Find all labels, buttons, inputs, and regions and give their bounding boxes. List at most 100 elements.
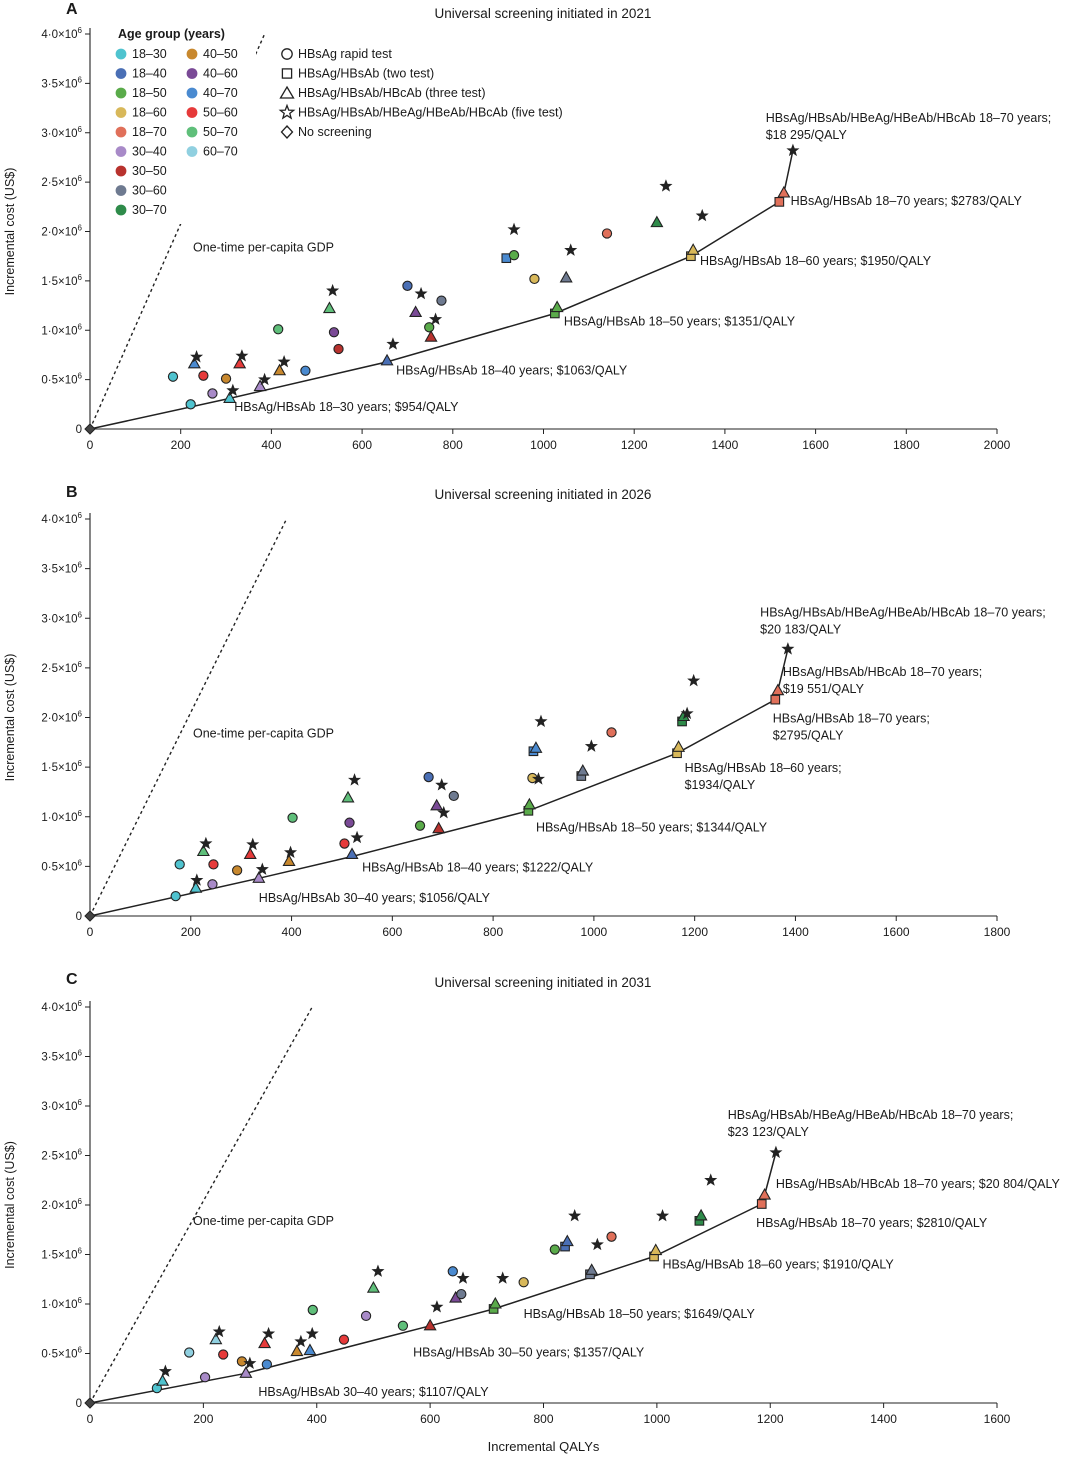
- data-point-triangle: [187, 356, 201, 369]
- x-tick-label: 200: [193, 1412, 213, 1426]
- data-point-circle: [207, 879, 218, 890]
- legend-test-label: HBsAg/HBsAb/HBeAg/HBeAb/HBcAb (five test…: [298, 106, 563, 120]
- data-point-triangle: [282, 854, 296, 866]
- data-point-circle: [606, 1231, 617, 1242]
- legend-test-label: No screening: [298, 125, 372, 139]
- data-point-circle: [261, 1359, 273, 1370]
- x-tick-label: 1000: [581, 925, 608, 939]
- panel-letter: C: [66, 971, 78, 988]
- data-point-circle: [170, 891, 181, 902]
- x-tick-label: 800: [483, 925, 503, 939]
- y-tick-label: 3·0×106: [41, 1098, 82, 1113]
- data-point-star: [496, 1271, 510, 1284]
- frontier-annotation: HBsAg/HBsAb 18–50 years; $1351/QALY: [564, 314, 796, 328]
- data-point-circle: [529, 273, 540, 285]
- y-tick-label: 0·5×106: [41, 1346, 82, 1361]
- data-point-star: [507, 222, 521, 236]
- data-point-circle: [218, 1349, 229, 1360]
- legend-age-swatch: [115, 126, 127, 138]
- legend-age-swatch: [186, 126, 198, 138]
- data-point-circle: [328, 327, 340, 338]
- y-tick-label: 2·5×106: [41, 660, 82, 675]
- data-point-triangle: [243, 847, 257, 860]
- legend-age-swatch: [115, 107, 127, 118]
- data-point-square: [774, 197, 785, 207]
- data-point-star: [305, 1326, 319, 1340]
- y-tick-label: 1·5×106: [41, 759, 82, 774]
- data-point-circle: [456, 1288, 467, 1300]
- data-point-circle: [601, 228, 613, 239]
- y-axis-label: Incremental cost (US$): [3, 168, 17, 296]
- data-point-star: [258, 372, 272, 386]
- data-point-triangle: [290, 1344, 304, 1357]
- data-point-triangle: [196, 844, 210, 857]
- legend-age-label: 30–60: [132, 184, 167, 198]
- data-point-circle: [220, 373, 232, 384]
- frontier-annotation: HBsAg/HBsAb 18–40 years; $1222/QALY: [362, 860, 594, 874]
- data-point-triangle: [560, 1234, 574, 1247]
- data-point-star: [534, 714, 548, 728]
- legend-age-swatch: [186, 146, 198, 157]
- data-point-circle: [436, 295, 447, 306]
- data-point-triangle: [273, 363, 287, 376]
- data-point-triangle: [209, 1332, 223, 1345]
- frontier-annotation: HBsAg/HBsAb 18–30 years; $954/QALY: [234, 400, 459, 414]
- legend-age-swatch: [115, 185, 127, 196]
- y-tick-label: 0: [76, 424, 82, 436]
- data-point-triangle: [322, 301, 336, 314]
- legend-age-label: 30–40: [132, 145, 167, 159]
- x-tick-label: 1200: [621, 438, 648, 452]
- data-point-circle: [339, 838, 350, 849]
- panel-letter: A: [66, 1, 78, 18]
- data-point-diamond: [84, 910, 96, 922]
- data-point-triangle: [258, 1336, 272, 1349]
- data-point-star: [212, 1324, 226, 1338]
- y-tick-label: 2·5×106: [41, 1148, 82, 1163]
- x-tick-label: 200: [171, 438, 191, 452]
- data-point-star: [386, 337, 400, 350]
- data-point-triangle: [672, 740, 686, 752]
- data-point-triangle: [771, 683, 785, 696]
- legend-age-swatch: [115, 68, 127, 79]
- legend-age-label: 30–50: [132, 164, 167, 178]
- data-point-triangle: [488, 1296, 502, 1309]
- panel-letter: B: [66, 484, 78, 501]
- y-tick-label: 0·5×106: [41, 858, 82, 873]
- data-point-star: [456, 1271, 470, 1284]
- legend-age-swatch: [115, 146, 127, 157]
- data-point-star: [226, 383, 240, 397]
- data-point-circle: [338, 1334, 350, 1345]
- data-point-star: [786, 143, 800, 157]
- data-point-star: [584, 739, 598, 752]
- efficiency-frontier-line: [89, 648, 789, 917]
- x-tick-label: 1600: [802, 438, 829, 452]
- data-point-star: [190, 350, 204, 363]
- y-tick-label: 4·0×106: [41, 999, 82, 1014]
- data-point-star: [687, 673, 701, 687]
- legend-circle-icon: [281, 48, 293, 60]
- data-point-circle: [448, 790, 459, 802]
- data-point-diamond: [84, 1397, 96, 1409]
- y-tick-label: 1·5×106: [41, 273, 82, 288]
- data-point-triangle: [239, 1366, 253, 1378]
- legend-age-swatch: [186, 68, 198, 79]
- data-point-triangle: [432, 821, 446, 834]
- y-tick-label: 1·0×106: [41, 809, 82, 824]
- frontier-annotation: HBsAg/HBsAb/HBcAb 18–70 years; $19 551/QA…: [783, 665, 982, 696]
- data-point-star: [190, 873, 204, 886]
- frontier-annotation: HBsAg/HBsAb 18–70 years; $2783/QALY: [791, 194, 1023, 208]
- y-tick-label: 4·0×106: [41, 26, 82, 41]
- x-tick-label: 1200: [757, 1412, 784, 1426]
- data-point-triangle: [576, 763, 590, 776]
- data-point-circle: [518, 1277, 529, 1288]
- chart-title: Universal screening initiated in 2026: [435, 487, 652, 502]
- data-point-star: [262, 1326, 276, 1340]
- legend-test-label: HBsAg rapid test: [298, 47, 392, 61]
- data-point-triangle: [694, 1208, 708, 1221]
- data-point-star: [277, 354, 291, 368]
- legend-age-label: 40–70: [203, 86, 238, 100]
- data-point-star: [348, 773, 362, 786]
- data-point-square: [756, 1199, 767, 1209]
- y-tick-label: 3·5×106: [41, 1049, 82, 1064]
